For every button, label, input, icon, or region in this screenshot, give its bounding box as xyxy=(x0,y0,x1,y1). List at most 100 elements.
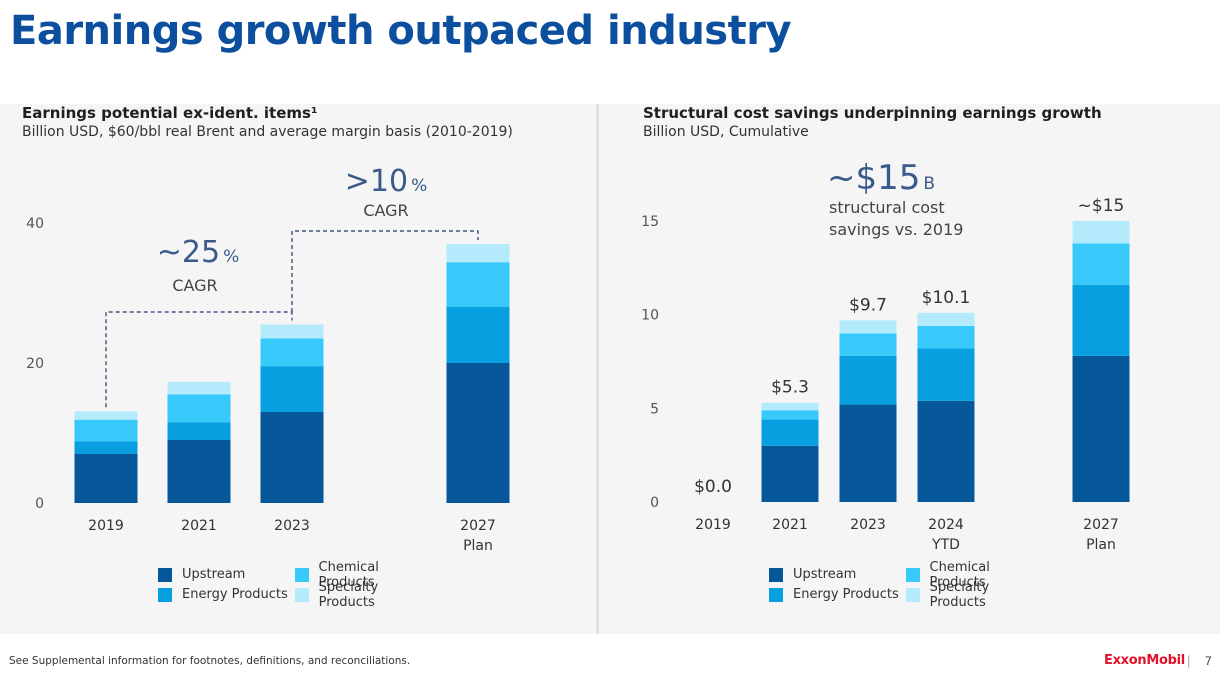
legend-swatch xyxy=(295,587,309,602)
legend-swatch xyxy=(906,567,920,582)
footer-separator: | xyxy=(1187,653,1191,668)
bar-specialty-products-2021 xyxy=(761,402,819,411)
left-bar-chart: 0 20 40 2019 2021 2023 2027 Plan ~25 % CAGR >10 % CAG… xyxy=(26,164,510,554)
total-label-2027-plan: ~$15 xyxy=(1078,196,1125,216)
total-label-2021: $5.3 xyxy=(771,378,809,398)
right-legend: Upstream Chemical Products Energy Products… xyxy=(769,560,1046,610)
legend-item-specialty-products: Specialty Products xyxy=(906,580,1046,610)
y-tick-label: 5 xyxy=(650,401,659,417)
bar-specialty-products-2024-ytd xyxy=(917,312,975,326)
x-tick-label: Plan xyxy=(463,538,493,554)
savings-callout-line1: structural cost xyxy=(829,198,945,217)
bar-energy-products-2023 xyxy=(839,355,897,405)
legend-label: Upstream xyxy=(793,567,857,582)
bar-upstream-2021 xyxy=(761,445,819,502)
bar-energy-products-2027-plan xyxy=(446,307,510,363)
x-tick-label: 2027 xyxy=(460,518,496,534)
bar-energy-products-2027-plan xyxy=(1072,284,1130,356)
savings-callout: ~$15 B xyxy=(827,158,935,198)
legend-label: Energy Products xyxy=(793,587,899,602)
legend-item-upstream: Upstream xyxy=(769,567,906,582)
bar-specialty-products-2019 xyxy=(74,411,138,420)
y-tick-label: 40 xyxy=(26,216,44,232)
left-legend: Upstream Chemical Products Energy Products… xyxy=(158,560,435,610)
legend-swatch xyxy=(906,587,920,602)
y-tick-label: 10 xyxy=(641,308,659,324)
bar-energy-products-2019 xyxy=(74,441,138,454)
right-bar-chart: 0 5 10 15 2019 $0.0 2021 $5.3 2023 $9.7 2024 YTD $10… xyxy=(641,158,1130,553)
left-chart-title: Earnings potential ex-ident. items¹ xyxy=(22,104,318,122)
savings-callout-line2: savings vs. 2019 xyxy=(829,220,963,239)
bar-upstream-2019 xyxy=(74,454,138,503)
bar-upstream-2021 xyxy=(167,440,231,503)
legend-item-energy-products: Energy Products xyxy=(769,587,906,602)
bar-chemical-products-2023 xyxy=(260,338,324,367)
total-label-2019: $0.0 xyxy=(694,477,732,497)
legend-item-specialty-products: Specialty Products xyxy=(295,580,435,610)
x-tick-label: 2019 xyxy=(695,517,731,533)
legend-item-chemical-products: Chemical Products xyxy=(295,560,435,590)
legend-label: Specialty Products xyxy=(929,579,990,610)
bar-specialty-products-2023 xyxy=(260,324,324,339)
bar-chemical-products-2023 xyxy=(839,333,897,356)
total-label-2024-ytd: $10.1 xyxy=(922,288,971,308)
x-tick-label: 2023 xyxy=(274,518,310,534)
bar-upstream-2024-ytd xyxy=(917,400,975,502)
right-chart-title: Structural cost savings underpinning ear… xyxy=(643,104,1102,122)
y-tick-label: 0 xyxy=(650,495,659,511)
cagr-callout-2: >10% xyxy=(345,164,427,199)
bar-chemical-products-2021 xyxy=(761,410,819,420)
right-chart-subtitle: Billion USD, Cumulative xyxy=(643,124,809,140)
cagr-label-1: CAGR xyxy=(172,276,217,295)
bar-chemical-products-2027-plan xyxy=(446,262,510,307)
bar-energy-products-2021 xyxy=(167,422,231,440)
legend-label: Specialty Products xyxy=(318,579,379,610)
legend-label: Chemical Products xyxy=(929,559,990,590)
legend-item-energy-products: Energy Products xyxy=(158,587,295,602)
page-title: Earnings growth outpaced industry xyxy=(10,8,792,54)
bar-upstream-2027-plan xyxy=(446,363,510,503)
bar-upstream-2023 xyxy=(839,404,897,502)
page-number: 7 xyxy=(1205,654,1212,668)
total-label-2023: $9.7 xyxy=(849,295,887,315)
x-tick-label: Plan xyxy=(1086,537,1116,553)
bar-specialty-products-2027-plan xyxy=(1072,221,1130,244)
left-chart-panel: Earnings potential ex-ident. items¹ Bill… xyxy=(0,104,596,634)
y-tick-label: 20 xyxy=(26,356,44,372)
bar-chemical-products-2019 xyxy=(74,419,138,442)
legend-swatch xyxy=(769,567,783,582)
brand-logo: ExxonMobil xyxy=(1104,653,1185,668)
legend-label: Energy Products xyxy=(182,587,288,602)
left-chart-subtitle: Billion USD, $60/bbl real Brent and aver… xyxy=(22,124,513,140)
bar-chemical-products-2024-ytd xyxy=(917,325,975,349)
bar-energy-products-2021 xyxy=(761,419,819,446)
legend-swatch xyxy=(158,587,172,602)
bar-chemical-products-2027-plan xyxy=(1072,243,1130,285)
right-chart-panel: Structural cost savings underpinning ear… xyxy=(596,104,1220,634)
x-tick-label: 2019 xyxy=(88,518,124,534)
legend-label: Chemical Products xyxy=(318,559,379,590)
cagr-label-2: CAGR xyxy=(363,201,408,220)
legend-swatch xyxy=(295,567,309,582)
x-tick-label: 2024 xyxy=(928,517,964,533)
legend-item-upstream: Upstream xyxy=(158,567,295,582)
x-tick-label: 2021 xyxy=(181,518,217,534)
legend-label: Upstream xyxy=(182,567,246,582)
bar-chemical-products-2021 xyxy=(167,394,231,423)
x-tick-label: 2027 xyxy=(1083,517,1119,533)
bar-energy-products-2023 xyxy=(260,366,324,412)
bar-energy-products-2024-ytd xyxy=(917,348,975,401)
legend-swatch xyxy=(769,587,783,602)
legend-item-chemical-products: Chemical Products xyxy=(906,560,1046,590)
footnote: See Supplemental information for footnot… xyxy=(9,655,411,667)
y-tick-label: 15 xyxy=(641,214,659,230)
x-tick-label: 2023 xyxy=(850,517,886,533)
legend-swatch xyxy=(158,567,172,582)
bar-specialty-products-2027-plan xyxy=(446,244,510,263)
bar-upstream-2027-plan xyxy=(1072,355,1130,502)
x-tick-label: YTD xyxy=(931,537,960,553)
cagr-callout-1: ~25% xyxy=(157,235,239,270)
bar-specialty-products-2023 xyxy=(839,320,897,334)
bar-specialty-products-2021 xyxy=(167,381,231,395)
y-tick-label: 0 xyxy=(35,496,44,512)
